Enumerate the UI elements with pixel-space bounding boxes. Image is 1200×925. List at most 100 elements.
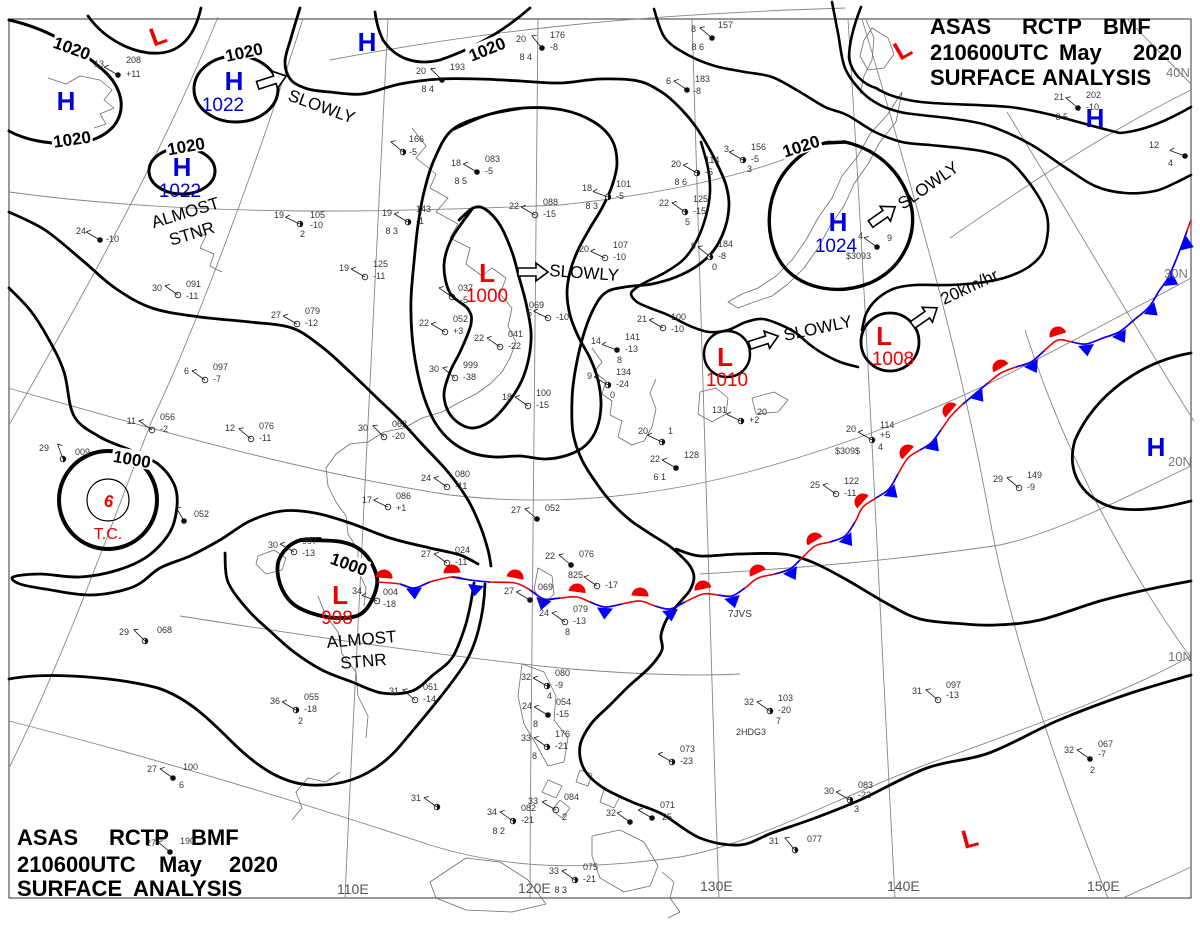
- svg-text:-10: -10: [671, 324, 684, 334]
- svg-text:-2: -2: [160, 424, 168, 434]
- svg-text:-23: -23: [680, 756, 693, 766]
- svg-text:-5: -5: [485, 166, 493, 176]
- svg-text:9: 9: [887, 233, 892, 243]
- svg-text:084: 084: [564, 792, 579, 802]
- svg-text:8 6: 8 6: [674, 177, 687, 187]
- svg-text:18: 18: [582, 183, 592, 193]
- svg-text:024: 024: [455, 545, 470, 555]
- svg-text:20: 20: [757, 407, 767, 417]
- svg-text:143: 143: [416, 204, 431, 214]
- svg-text:077: 077: [807, 834, 822, 844]
- svg-text:$3093: $3093: [846, 251, 871, 261]
- svg-text:-10: -10: [106, 234, 119, 244]
- svg-text:-11: -11: [455, 481, 467, 491]
- svg-text:-20: -20: [778, 705, 791, 715]
- svg-text:-8: -8: [550, 42, 558, 52]
- svg-text:19: 19: [339, 263, 349, 273]
- svg-text:-11: -11: [844, 488, 856, 498]
- svg-text:-15: -15: [536, 400, 549, 410]
- svg-text:32: 32: [606, 808, 616, 818]
- svg-text:114: 114: [705, 155, 719, 165]
- svg-text:9: 9: [691, 241, 696, 251]
- svg-text:-10: -10: [613, 252, 626, 262]
- svg-text:31: 31: [411, 793, 421, 803]
- svg-text:+5: +5: [880, 430, 890, 440]
- svg-text:056: 056: [160, 412, 175, 422]
- svg-text:131: 131: [712, 405, 727, 415]
- svg-text:33: 33: [521, 733, 531, 743]
- svg-text:30: 30: [152, 283, 162, 293]
- svg-text:1022: 1022: [159, 181, 201, 202]
- svg-text:004: 004: [383, 587, 398, 597]
- svg-text:20: 20: [579, 244, 589, 254]
- svg-text:107: 107: [613, 240, 628, 250]
- svg-text:8 6: 8 6: [691, 42, 704, 52]
- svg-text:-21: -21: [583, 874, 596, 884]
- svg-text:21: 21: [1054, 92, 1064, 102]
- svg-text:27: 27: [271, 310, 281, 320]
- svg-text:29: 29: [39, 443, 49, 453]
- svg-text:125: 125: [693, 194, 708, 204]
- svg-text:3: 3: [854, 804, 859, 814]
- svg-text:STNR: STNR: [340, 650, 388, 673]
- svg-text:20N: 20N: [1168, 454, 1192, 469]
- svg-text:068: 068: [157, 625, 172, 635]
- svg-text:24: 24: [421, 473, 431, 483]
- svg-text:1: 1: [668, 426, 673, 436]
- svg-text:27: 27: [421, 549, 431, 559]
- svg-text:22: 22: [650, 454, 660, 464]
- svg-text:17: 17: [362, 495, 372, 505]
- svg-text:9: 9: [587, 371, 592, 381]
- svg-text:-12: -12: [305, 318, 318, 328]
- svg-text:34: 34: [352, 586, 362, 596]
- svg-text:037: 037: [458, 283, 473, 293]
- svg-text:156: 156: [751, 142, 766, 152]
- svg-text:-15: -15: [556, 709, 569, 719]
- svg-text:-7: -7: [1098, 749, 1106, 759]
- svg-text:6 1: 6 1: [653, 472, 666, 482]
- svg-text:-24: -24: [616, 379, 629, 389]
- svg-text:999: 999: [463, 360, 478, 370]
- svg-text:2: 2: [298, 716, 303, 726]
- svg-text:2: 2: [300, 229, 305, 239]
- svg-text:-18: -18: [383, 599, 396, 609]
- svg-text:009: 009: [75, 447, 90, 457]
- svg-text:8: 8: [533, 719, 538, 729]
- svg-text:21: 21: [637, 314, 647, 324]
- svg-text:8: 8: [691, 24, 696, 34]
- svg-text:18: 18: [502, 392, 512, 402]
- svg-text:-22: -22: [508, 341, 521, 351]
- svg-text:4: 4: [547, 691, 552, 701]
- svg-text:+11: +11: [126, 69, 141, 79]
- svg-text:076: 076: [259, 421, 274, 431]
- svg-text:128: 128: [684, 450, 699, 460]
- svg-text:134: 134: [616, 367, 631, 377]
- svg-text:8 5: 8 5: [1055, 112, 1068, 122]
- svg-text:-11: -11: [186, 291, 198, 301]
- svg-text:20: 20: [846, 424, 856, 434]
- svg-text:32: 32: [521, 672, 531, 682]
- svg-text:0: 0: [712, 262, 717, 272]
- svg-text:6: 6: [179, 780, 184, 790]
- svg-text:-11: -11: [373, 271, 385, 281]
- svg-text:24: 24: [539, 608, 549, 618]
- svg-text:-8: -8: [718, 251, 726, 261]
- svg-text:120E: 120E: [518, 880, 551, 896]
- svg-text:103: 103: [778, 693, 793, 703]
- svg-text:-21: -21: [555, 741, 568, 751]
- svg-text:+1: +1: [396, 503, 406, 513]
- svg-text:-13: -13: [573, 616, 586, 626]
- svg-text:13: 13: [94, 59, 104, 69]
- svg-text:10N: 10N: [1168, 649, 1192, 664]
- svg-text:140E: 140E: [887, 878, 920, 894]
- svg-text:041: 041: [508, 329, 523, 339]
- svg-text:14: 14: [591, 336, 601, 346]
- svg-text:27: 27: [504, 586, 514, 596]
- svg-text:-7: -7: [213, 374, 221, 384]
- svg-text:-5: -5: [751, 154, 759, 164]
- svg-text:-10: -10: [556, 312, 569, 322]
- svg-text:7: 7: [776, 716, 781, 726]
- svg-text:22: 22: [509, 201, 519, 211]
- svg-text:2: 2: [562, 812, 567, 822]
- svg-text:-21: -21: [521, 815, 534, 825]
